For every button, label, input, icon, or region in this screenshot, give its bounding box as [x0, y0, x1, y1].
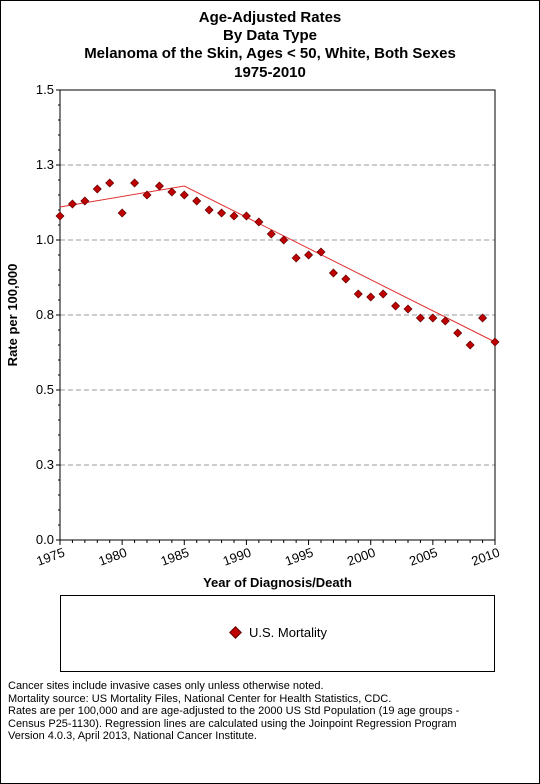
data-point	[353, 289, 363, 299]
data-point	[80, 196, 90, 206]
chart-title-line-1: Age-Adjusted Rates	[198, 9, 342, 26]
x-tick-label: 1985	[159, 545, 191, 569]
footnote-line: Cancer sites include invasive cases only…	[8, 680, 324, 692]
data-point	[328, 268, 338, 278]
chart-plot: 0.00.30.50.81.01.31.5 1975 1980 1985 1990 19…	[5, 82, 502, 590]
x-tick-label: 1980	[96, 545, 128, 569]
legend-label: U.S. Mortality	[249, 625, 328, 640]
data-point	[478, 313, 488, 323]
legend: U.S. Mortality	[60, 595, 495, 672]
data-point	[229, 211, 239, 221]
data-point	[304, 250, 314, 260]
footnote-line: Version 4.0.3, April 2013, National Canc…	[8, 730, 257, 742]
data-point	[55, 211, 65, 221]
footnotes: Cancer sites include invasive cases only…	[8, 680, 533, 743]
data-point	[167, 187, 177, 197]
data-point	[440, 316, 450, 326]
x-tick-label: 1990	[221, 545, 253, 569]
data-point	[428, 313, 438, 323]
data-points	[55, 178, 500, 350]
data-point	[154, 181, 164, 191]
data-point	[366, 292, 376, 302]
y-tick-label: 1.5	[36, 82, 54, 97]
x-tick-label: 1995	[283, 545, 315, 569]
y-tick-label: 1.3	[36, 157, 54, 172]
y-tick-label: 0.3	[36, 457, 54, 472]
x-tick-labels: 1975 1980 1985 1990 1995 2000 2005 2010	[34, 545, 501, 569]
data-point	[391, 301, 401, 311]
x-tick-label: 2010	[469, 545, 501, 569]
footnote-line: Census P25-1130). Regression lines are c…	[8, 717, 457, 730]
grid-lines	[60, 164, 495, 466]
data-point	[490, 337, 500, 347]
footnote-line: Rates are per 100,000 and are age-adjust…	[8, 705, 460, 717]
data-point	[241, 211, 251, 221]
data-point	[453, 328, 463, 338]
chart-title-line-4: 1975-2010	[234, 64, 306, 81]
data-point	[179, 190, 189, 200]
plot-area-border	[59, 89, 496, 541]
diamond-marker-icon	[229, 626, 242, 639]
regression-line	[59, 185, 496, 343]
data-point	[67, 199, 77, 209]
x-tick-label: 1975	[34, 545, 66, 569]
footnote-line: Mortality source: US Mortality Files, Na…	[8, 692, 392, 705]
data-point	[254, 217, 264, 227]
data-point	[266, 229, 276, 239]
data-point	[92, 184, 102, 194]
data-point	[415, 313, 425, 323]
y-tick-labels: 0.0 0.3 0.5 0.8 1.0 1.3 1.5	[36, 82, 54, 547]
chart-title-line-3: Melanoma of the Skin, Ages < 50, White, …	[84, 45, 456, 62]
data-point	[403, 304, 413, 314]
data-point	[341, 274, 351, 284]
y-tick-label: 0.5	[36, 382, 54, 397]
data-point	[316, 247, 326, 257]
data-point	[217, 208, 227, 218]
data-point	[279, 235, 289, 245]
data-point	[378, 289, 388, 299]
x-tick-label: 2000	[345, 545, 377, 569]
data-point	[291, 253, 301, 263]
data-point	[204, 205, 214, 215]
data-point	[465, 340, 475, 350]
y-tick-label: 0.0	[36, 532, 54, 547]
x-tick-label: 2005	[407, 545, 439, 569]
y-axis-title: Rate per 100,000	[5, 264, 20, 367]
x-axis-title: Year of Diagnosis/Death	[203, 575, 352, 590]
data-point	[192, 196, 202, 206]
y-tick-label: 0.8	[36, 307, 54, 322]
data-point	[105, 178, 115, 188]
chart-title-line-2: By Data Type	[223, 27, 317, 44]
data-point	[142, 190, 152, 200]
data-point	[117, 208, 127, 218]
legend-item-us-mortality: U.S. Mortality	[229, 625, 328, 640]
y-tick-label: 1.0	[36, 232, 54, 247]
data-point	[130, 178, 140, 188]
